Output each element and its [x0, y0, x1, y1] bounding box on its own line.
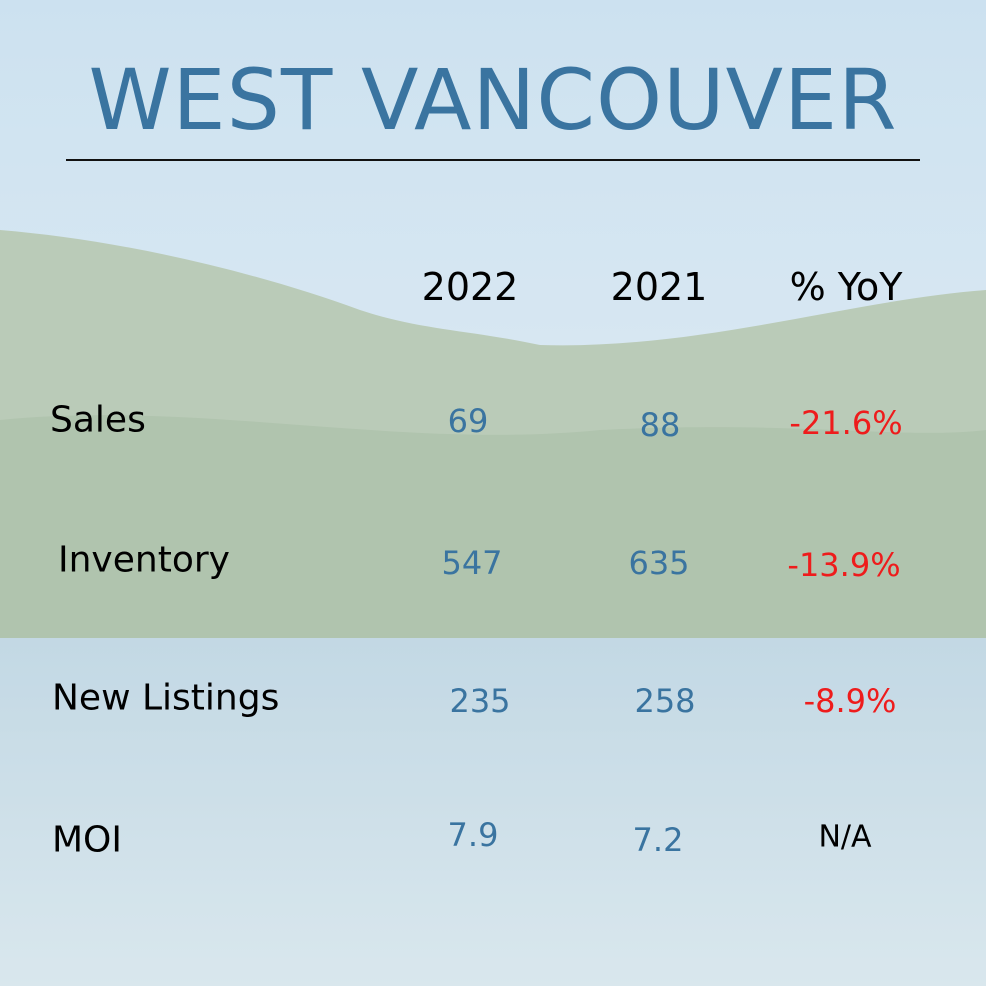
cell: 258	[634, 682, 696, 720]
title: WEST VANCOUVER	[88, 51, 898, 149]
cell: N/A	[818, 819, 872, 855]
row-label: Sales	[50, 399, 146, 441]
row-label: New Listings	[52, 677, 280, 719]
cell: 7.2	[632, 821, 684, 859]
cell: 635	[628, 544, 690, 582]
title-rule	[66, 159, 920, 161]
cell: -13.9%	[787, 546, 901, 584]
cell: 235	[449, 682, 511, 720]
column-header: % YoY	[789, 265, 903, 309]
cell: 7.9	[447, 816, 499, 854]
row-label: Inventory	[58, 539, 230, 581]
cell: -21.6%	[789, 404, 903, 442]
cell: -8.9%	[803, 682, 897, 720]
column-header: 2021	[610, 265, 708, 309]
cell: 547	[441, 544, 503, 582]
cell: 69	[447, 402, 489, 440]
cell: 88	[639, 406, 681, 444]
column-header: 2022	[421, 265, 519, 309]
row-label: MOI	[52, 819, 123, 861]
